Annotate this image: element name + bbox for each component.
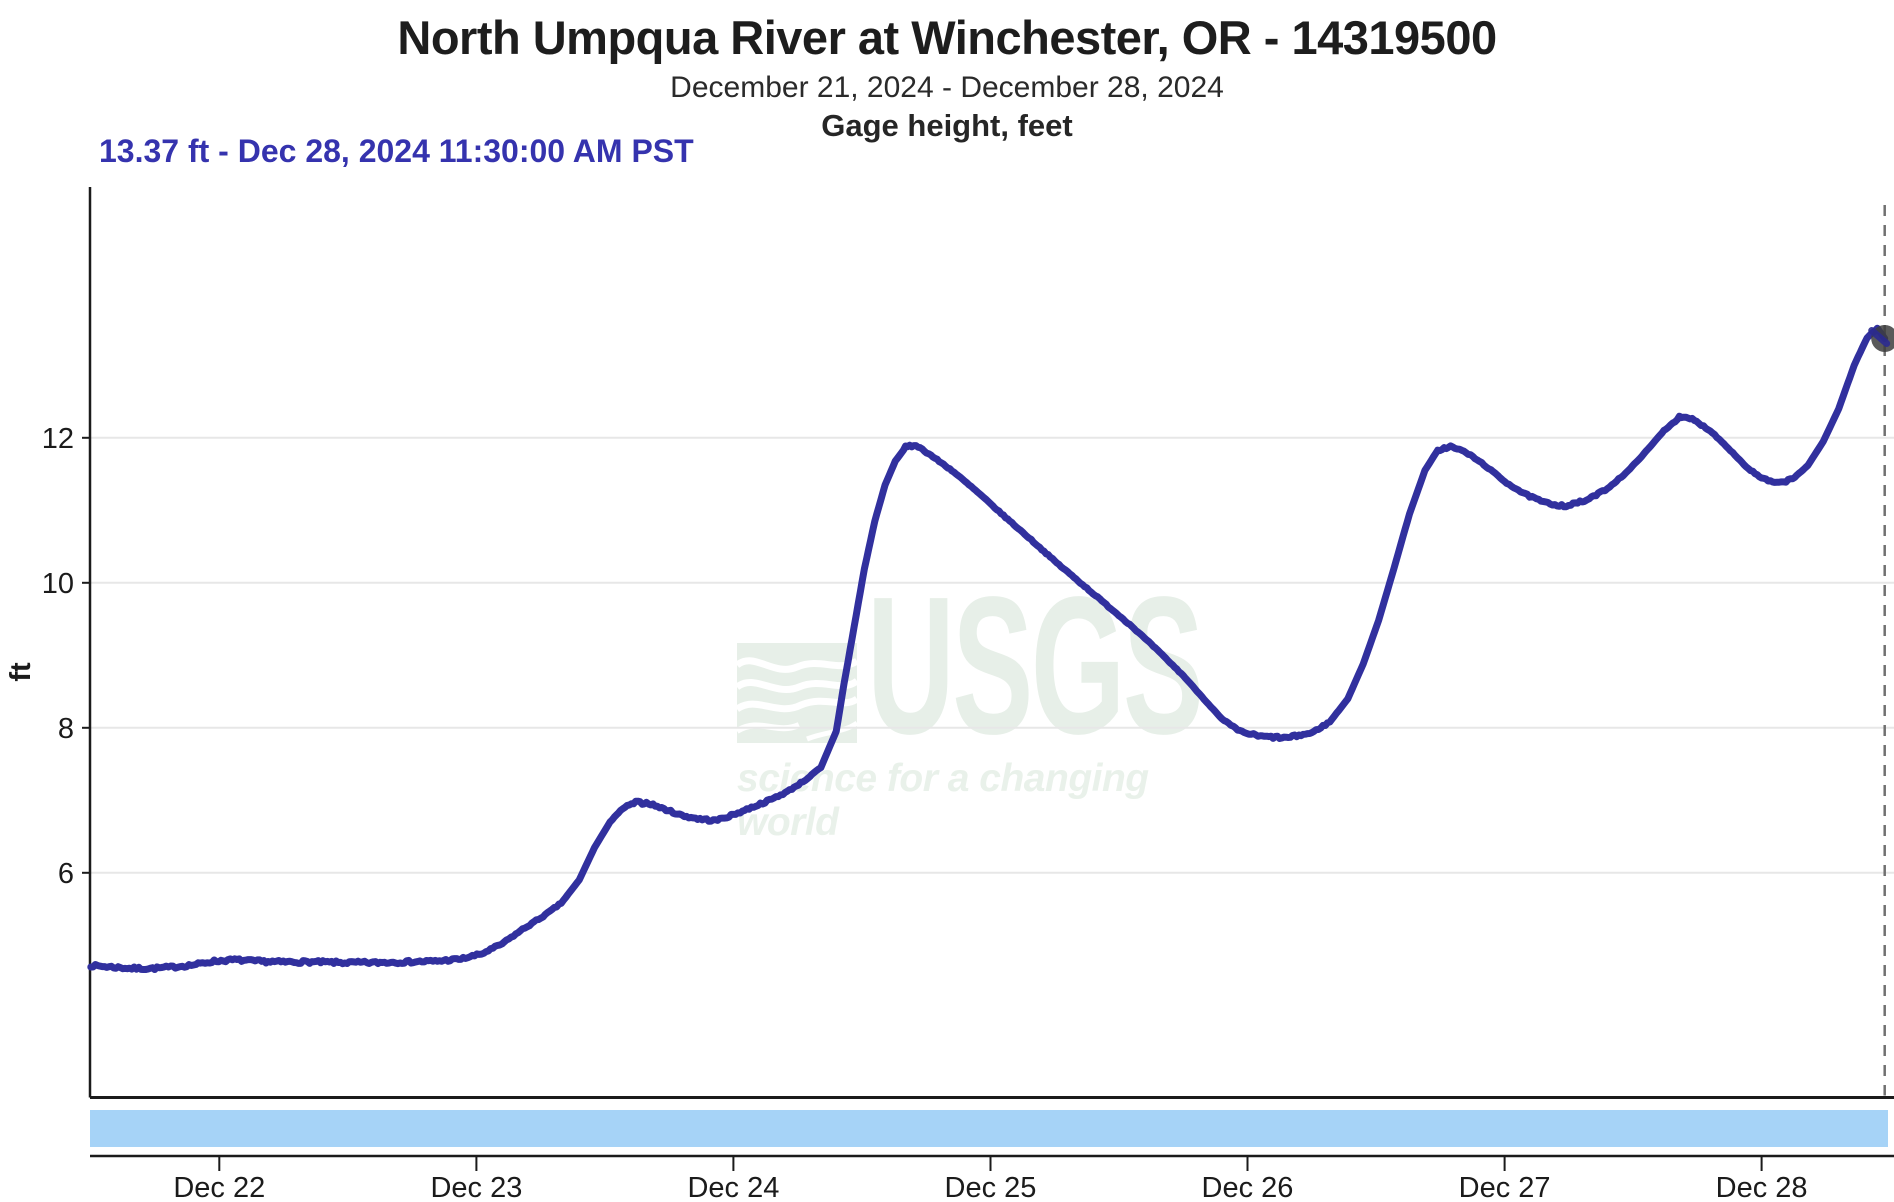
gage-height-line[interactable] xyxy=(87,324,1889,973)
x-tick-label-dec-23: Dec 23 xyxy=(430,1172,522,1202)
x-tick-label-dec-26: Dec 26 xyxy=(1202,1172,1294,1202)
chart-header: North Umpqua River at Winchester, OR - 1… xyxy=(0,0,1894,144)
y-tick-label-10: 10 xyxy=(42,568,74,600)
time-range-selector-bar[interactable] xyxy=(90,1110,1888,1147)
y-tick-label-8: 8 xyxy=(58,713,74,745)
x-tick-label-dec-25: Dec 25 xyxy=(945,1172,1037,1202)
current-reading: 13.37 ft - Dec 28, 2024 11:30:00 AM PST xyxy=(99,133,694,169)
y-tick-label-6: 6 xyxy=(58,858,74,890)
x-tick-label-dec-24: Dec 24 xyxy=(687,1172,779,1202)
x-tick-label-dec-28: Dec 28 xyxy=(1716,1172,1808,1202)
x-tick-label-dec-22: Dec 22 xyxy=(173,1172,265,1202)
page-title: North Umpqua River at Winchester, OR - 1… xyxy=(397,11,1497,64)
usgs-watermark: USGS science for a changing world xyxy=(737,556,1257,845)
x-tick-label-dec-27: Dec 27 xyxy=(1459,1172,1551,1202)
y-axis-unit-label: ft xyxy=(5,662,37,682)
y-tick-label-12: 12 xyxy=(42,423,74,455)
parameter-label: Gage height, feet xyxy=(821,108,1073,143)
usgs-logo-row: USGS xyxy=(737,556,1257,775)
date-range-subtitle: December 21, 2024 - December 28, 2024 xyxy=(670,71,1224,104)
line-end-segment xyxy=(1868,327,1891,347)
usgs-wordmark: USGS xyxy=(867,556,1204,775)
